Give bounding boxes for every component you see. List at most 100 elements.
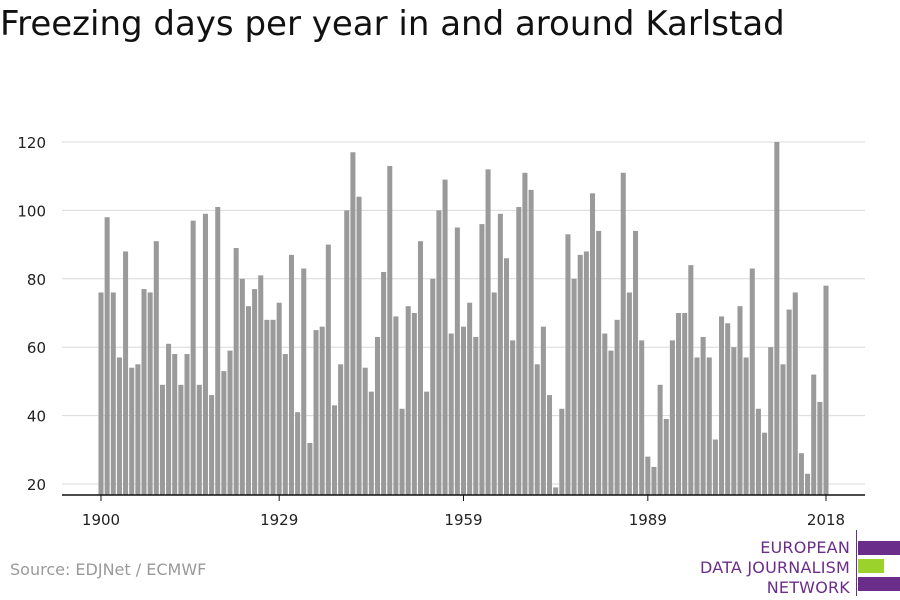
bar-1973 [546,395,553,495]
bar-1915 [190,220,196,495]
bar-1930 [282,354,288,495]
bar-1945 [374,336,381,495]
bar-1968 [516,206,522,496]
logo-line-3: NETWORK [766,578,850,597]
bar-1908 [147,292,153,495]
bar-1928 [270,319,276,495]
bar-1932 [295,412,301,495]
bar-1942 [356,196,362,495]
bar-1988 [639,340,645,495]
bar-1935 [313,330,319,495]
logo-bar-purple-bottom [858,577,900,591]
y-tick-label-60: 60 [27,339,46,357]
bar-1943 [362,367,368,495]
bar-1923 [239,278,245,495]
bar-2006 [749,268,755,495]
bar-1906 [135,364,141,495]
bar-1975 [559,408,565,495]
bar-1970 [528,189,534,495]
bar-1993 [669,340,675,495]
bar-1919 [215,206,221,496]
bar-1947 [387,165,393,495]
bar-1944 [368,391,374,495]
bar-1931 [288,254,294,495]
bar-2009 [768,347,774,495]
bar-1987 [633,230,639,496]
bar-1990 [651,466,657,495]
logo-bar-green [858,559,884,573]
edjnet-logo: EUROPEAN DATA JOURNALISM NETWORK [700,538,850,598]
bar-1903 [116,357,122,495]
bars [98,142,829,496]
bar-2017 [817,401,823,495]
bar-1924 [245,306,251,495]
bar-1917 [202,213,208,495]
bar-1982 [602,333,608,495]
bar-1910 [159,384,165,495]
bar-1977 [571,278,577,495]
bar-1946 [381,271,387,495]
x-tick-label-2018: 2018 [807,511,845,529]
bar-1951 [411,313,417,495]
bar-1901 [104,217,110,496]
x-tick-label-1929: 1929 [260,511,298,529]
y-tick-label-80: 80 [27,271,46,289]
axes: 20 40 60 80 100 120 1900 1929 1959 1989 2018 [17,134,865,529]
bar-1984 [614,319,620,495]
bar-1995 [682,313,688,495]
logo-bar-purple-top [858,541,900,555]
bar-1952 [417,241,424,495]
source-note: Source: EDJNet / ECMWF [10,560,207,579]
x-tick-label-1959: 1959 [444,511,482,529]
bar-1996 [688,265,694,495]
bar-1916 [196,384,202,495]
bar-1992 [663,419,669,495]
bar-1997 [694,357,700,495]
bar-2011 [780,364,786,495]
logo-line-2: DATA JOURNALISM [700,558,850,577]
bar-1927 [264,319,270,495]
bar-1902 [110,292,116,495]
bar-1976 [565,234,571,495]
bar-2018 [823,285,829,495]
bar-2003 [731,347,737,495]
bar-2014 [798,453,804,495]
bar-1958 [454,227,460,495]
bar-1939 [338,364,344,495]
bar-2002 [725,323,731,495]
bar-1904 [123,251,129,495]
bar-2008 [762,432,768,495]
bar-1921 [227,350,233,495]
chart-title: Freezing days per year in and around Kar… [0,4,785,44]
bar-1953 [424,391,430,495]
bar-1959 [460,326,467,495]
bar-1964 [491,292,497,495]
bar-1991 [657,384,663,495]
bar-1979 [583,251,589,495]
bar-1974 [553,487,559,495]
bar-2012 [786,309,792,495]
y-tick-label-100: 100 [17,202,46,220]
bar-2015 [805,473,811,495]
bar-1949 [399,408,405,495]
x-tick-label-1989: 1989 [629,511,667,529]
bar-1913 [178,384,184,495]
bar-1936 [319,326,325,495]
bar-2004 [737,306,743,495]
bar-1965 [497,213,503,495]
bar-1966 [503,258,510,495]
bar-1978 [577,254,583,495]
bar-1961 [473,336,479,495]
bar-1994 [676,313,682,495]
bar-1925 [252,289,258,495]
bar-1967 [510,340,516,495]
bar-1933 [301,268,307,495]
bar-1954 [430,278,436,495]
bar-1950 [405,306,411,495]
bar-1941 [350,152,356,495]
bar-1956 [442,179,448,495]
y-tick-label-120: 120 [17,134,46,152]
bar-1969 [522,172,528,495]
bar-1957 [448,333,454,495]
bar-1926 [258,275,264,495]
